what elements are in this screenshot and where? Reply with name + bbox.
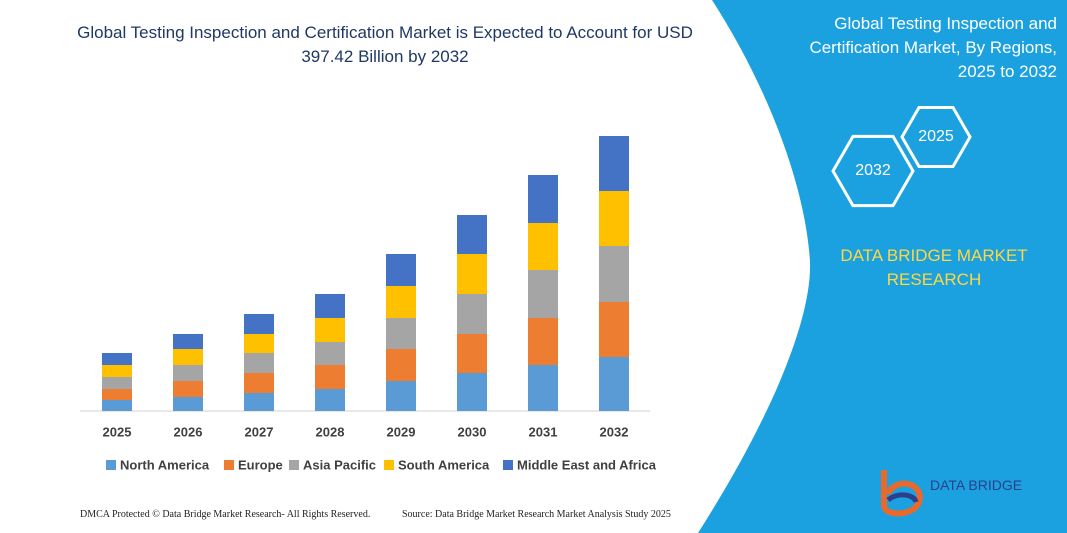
bar-segment	[599, 191, 629, 246]
x-tick-label: 2027	[245, 424, 274, 439]
bar-segment	[386, 318, 416, 349]
legend-swatch	[384, 460, 394, 470]
bar-segment	[386, 349, 416, 381]
brand-text: DATA BRIDGE MARKET RESEARCH	[840, 246, 1028, 289]
footer-right: Source: Data Bridge Market Research Mark…	[402, 509, 671, 520]
x-tick-label: 2031	[529, 424, 558, 439]
logo-icon	[881, 470, 923, 517]
bar-segment	[173, 365, 203, 381]
bar-segment	[599, 136, 629, 191]
bar-segment	[457, 334, 487, 373]
bar-segment	[599, 302, 629, 357]
bar-segment	[528, 318, 558, 365]
legend-swatch	[106, 460, 116, 470]
logo-text: DATA BRIDGE	[930, 477, 1023, 493]
legend-label: Middle East and Africa	[517, 457, 657, 472]
bar-segment	[244, 393, 274, 411]
bar-segment	[528, 365, 558, 411]
bar-segment	[315, 294, 345, 318]
hexagon	[900, 106, 972, 168]
bar-segment	[102, 377, 132, 389]
x-tick-label: 2030	[458, 424, 487, 439]
legend-swatch	[289, 460, 299, 470]
bar-segment	[173, 397, 203, 411]
x-tick-label: 2028	[316, 424, 345, 439]
bar-segment	[244, 314, 274, 334]
bar-segment	[173, 349, 203, 365]
bar-segment	[315, 389, 345, 411]
bar-segment	[173, 334, 203, 349]
hexagon-label: 2025	[918, 128, 954, 145]
bar-segment	[244, 334, 274, 353]
bar-segment	[102, 365, 132, 377]
footer-left: DMCA Protected © Data Bridge Market Rese…	[80, 509, 371, 520]
bar-segment	[457, 294, 487, 334]
bar-segment	[386, 286, 416, 318]
bar-segment	[386, 254, 416, 286]
bar-segment	[173, 381, 203, 397]
x-tick-label: 2029	[387, 424, 416, 439]
bar-segment	[102, 400, 132, 411]
legend-swatch	[503, 460, 513, 470]
bar-segment	[457, 254, 487, 294]
legend-label: Asia Pacific	[303, 457, 376, 472]
panel-title: Global Testing Inspection and Certificat…	[809, 14, 1057, 81]
bar-segment	[528, 270, 558, 318]
bar-segment	[386, 381, 416, 411]
side-panel	[698, 0, 1067, 533]
bar-segment	[528, 175, 558, 223]
bar-segment	[457, 215, 487, 254]
legend-label: North America	[120, 457, 210, 472]
bar-segment	[528, 223, 558, 270]
hexagon-label: 2032	[855, 162, 891, 179]
chart-title: Global Testing Inspection and Certificat…	[77, 23, 693, 66]
bar-segment	[315, 365, 345, 389]
bar-segment	[315, 342, 345, 365]
bar-segment	[599, 357, 629, 411]
bar-segment	[244, 373, 274, 393]
bar-segment	[102, 389, 132, 400]
x-tick-label: 2025	[103, 424, 132, 439]
bar-segment	[244, 353, 274, 373]
bar-segment	[599, 246, 629, 302]
bar-segment	[315, 318, 345, 342]
legend-label: Europe	[238, 457, 283, 472]
legend-swatch	[224, 460, 234, 470]
bar-segment	[102, 353, 132, 365]
hexagon	[831, 134, 915, 208]
x-tick-label: 2026	[174, 424, 203, 439]
bar-segment	[457, 373, 487, 411]
legend-label: South America	[398, 457, 490, 472]
x-tick-label: 2032	[600, 424, 629, 439]
